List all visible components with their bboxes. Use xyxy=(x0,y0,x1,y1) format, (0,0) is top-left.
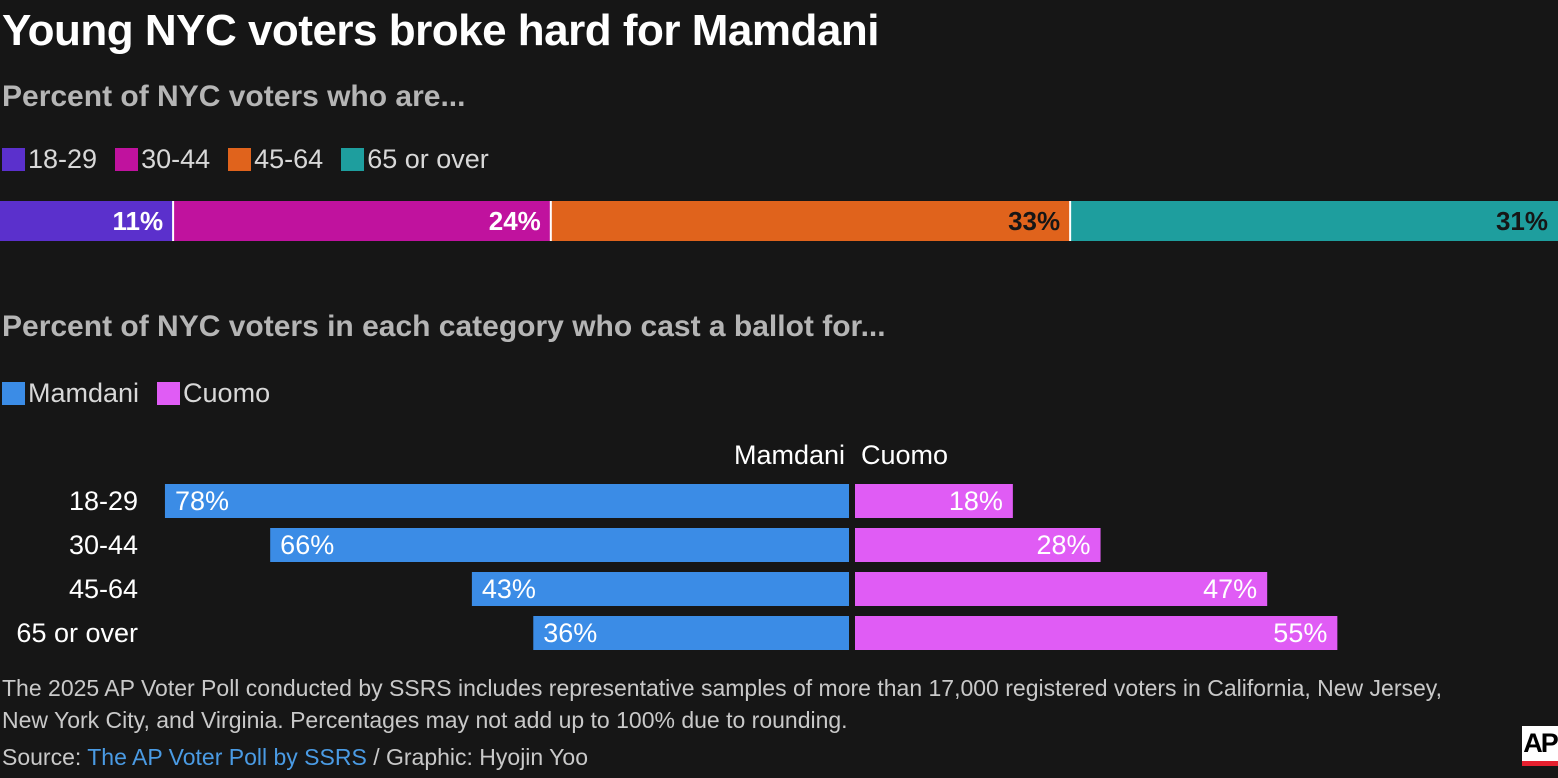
cuomo-label-65-or-over: 55% xyxy=(1273,618,1327,648)
legend-swatch-mamdani xyxy=(2,382,25,405)
legend-label-mamdani: Mamdani xyxy=(28,378,140,408)
row-label-30-44: 30-44 xyxy=(69,530,138,560)
legend-item-mamdani: Mamdani xyxy=(2,378,139,409)
stacked-chart-subtitle: Percent of NYC voters who are... xyxy=(2,80,466,113)
ap-logo-text: AP xyxy=(1523,728,1558,758)
legend-label-18-29: 18-29 xyxy=(28,144,98,174)
stack-divider xyxy=(172,201,175,241)
diverging-chart-subtitle: Percent of NYC voters in each category w… xyxy=(2,310,886,343)
stack-divider xyxy=(549,201,552,241)
legend-item-30-44: 30-44 xyxy=(115,144,210,175)
stack-segment-30-44 xyxy=(173,201,551,241)
legend-item-45-64: 45-64 xyxy=(228,144,323,175)
row-label-45-64: 45-64 xyxy=(69,574,138,604)
cuomo-bar-30-44 xyxy=(855,528,1101,562)
column-header-cuomo: Cuomo xyxy=(861,440,948,470)
legend-item-65-or-over: 65 or over xyxy=(341,144,489,175)
legend-label-30-44: 30-44 xyxy=(141,144,211,174)
legend-item-18-29: 18-29 xyxy=(2,144,97,175)
stack-label-18-29: 11% xyxy=(113,206,164,236)
mamdani-label-65-or-over: 36% xyxy=(543,618,597,648)
legend-swatch-30-44 xyxy=(115,148,139,171)
ap-logo-bar xyxy=(1522,761,1558,766)
chart-title: Young NYC voters broke hard for Mamdani xyxy=(2,6,879,55)
source-prefix: Source: xyxy=(2,744,88,770)
diverging-bar-chart: Mamdani Cuomo 18-29 78% 18% 30-44 66% 28% 45-64 4… xyxy=(16,440,1338,650)
row-label-65-or-over: 65 or over xyxy=(16,618,138,648)
legend-swatch-45-64 xyxy=(228,148,252,171)
cuomo-label-45-64: 47% xyxy=(1203,574,1257,604)
legend-label-45-64: 45-64 xyxy=(254,144,324,174)
stack-segment-65-or-over xyxy=(1070,201,1558,241)
source-line: Source: The AP Voter Poll by SSRS / Grap… xyxy=(2,744,588,771)
mamdani-bar-65-or-over xyxy=(533,616,849,650)
mamdani-label-45-64: 43% xyxy=(482,574,536,604)
stack-segment-45-64 xyxy=(550,201,1071,241)
mamdani-bar-18-29 xyxy=(164,484,849,518)
cuomo-label-30-44: 28% xyxy=(1037,530,1091,560)
stack-divider xyxy=(1069,201,1072,241)
cuomo-bar-65-or-over xyxy=(855,616,1338,650)
mamdani-bar-45-64 xyxy=(471,572,849,606)
stack-label-65-or-over: 31% xyxy=(1496,206,1548,236)
mamdani-label-18-29: 78% xyxy=(175,486,229,516)
ap-logo: AP xyxy=(1522,726,1558,766)
mamdani-bar-30-44 xyxy=(270,528,849,562)
legend-item-cuomo: Cuomo xyxy=(157,378,270,409)
stacked-bar-chart: 11% 24% 33% 31% xyxy=(0,201,1558,241)
stack-segment-18-29 xyxy=(0,201,174,241)
methodology-note: The 2025 AP Voter Poll conducted by SSRS… xyxy=(2,675,1442,733)
stack-label-30-44: 24% xyxy=(489,206,541,236)
mamdani-label-30-44: 66% xyxy=(280,530,334,560)
candidate-legend: Mamdani Cuomo xyxy=(2,378,288,409)
cuomo-bar-45-64 xyxy=(855,572,1268,606)
cuomo-label-18-29: 18% xyxy=(949,486,1003,516)
legend-swatch-cuomo xyxy=(157,382,181,405)
age-legend: 18-29 30-44 45-64 65 or over xyxy=(2,144,507,175)
source-credit: / Graphic: Hyojin Yoo xyxy=(366,744,588,770)
legend-label-cuomo: Cuomo xyxy=(183,378,271,408)
source-link[interactable]: The AP Voter Poll by SSRS xyxy=(87,744,367,770)
stack-label-45-64: 33% xyxy=(1008,206,1060,236)
column-header-mamdani: Mamdani xyxy=(734,440,845,470)
legend-label-65-or-over: 65 or over xyxy=(367,144,489,174)
cuomo-bar-18-29 xyxy=(855,484,1013,518)
legend-swatch-65-or-over xyxy=(341,148,365,171)
legend-swatch-18-29 xyxy=(2,148,25,171)
row-label-18-29: 18-29 xyxy=(69,486,138,516)
